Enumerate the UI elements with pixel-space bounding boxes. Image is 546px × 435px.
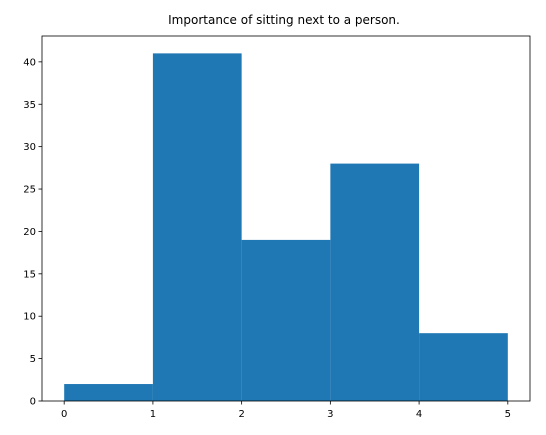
x-axis: 0 1 2 3 4 5 [61,401,511,420]
histogram-bar-0 [64,384,153,401]
plot-frame [41,35,531,402]
histogram-bar-3 [330,163,420,401]
histogram-bar-4 [419,333,508,401]
y-tick-label: 30 [23,142,36,153]
y-axis: 0 5 10 15 20 25 30 35 40 [23,57,42,408]
y-tick-label: 5 [30,354,36,365]
x-tick-label: 5 [505,409,511,420]
y-tick-label: 20 [23,227,36,238]
x-tick-label: 2 [238,409,244,420]
x-tick-label: 1 [150,409,156,420]
x-tick-label: 3 [327,409,333,420]
y-tick-label: 25 [23,185,36,196]
histogram-bar-1 [152,53,242,401]
y-tick-label: 35 [23,100,36,111]
y-tick-label: 10 [23,312,36,323]
histogram-bar-2 [241,239,331,401]
y-tick-label: 40 [23,57,36,68]
x-tick-label: 4 [416,409,422,420]
y-tick-label: 0 [30,397,36,408]
x-tick-label: 0 [61,409,67,420]
chart-title: Importance of sitting next to a person. [168,13,400,27]
y-tick-label: 15 [23,269,36,280]
bars-group [64,53,508,401]
